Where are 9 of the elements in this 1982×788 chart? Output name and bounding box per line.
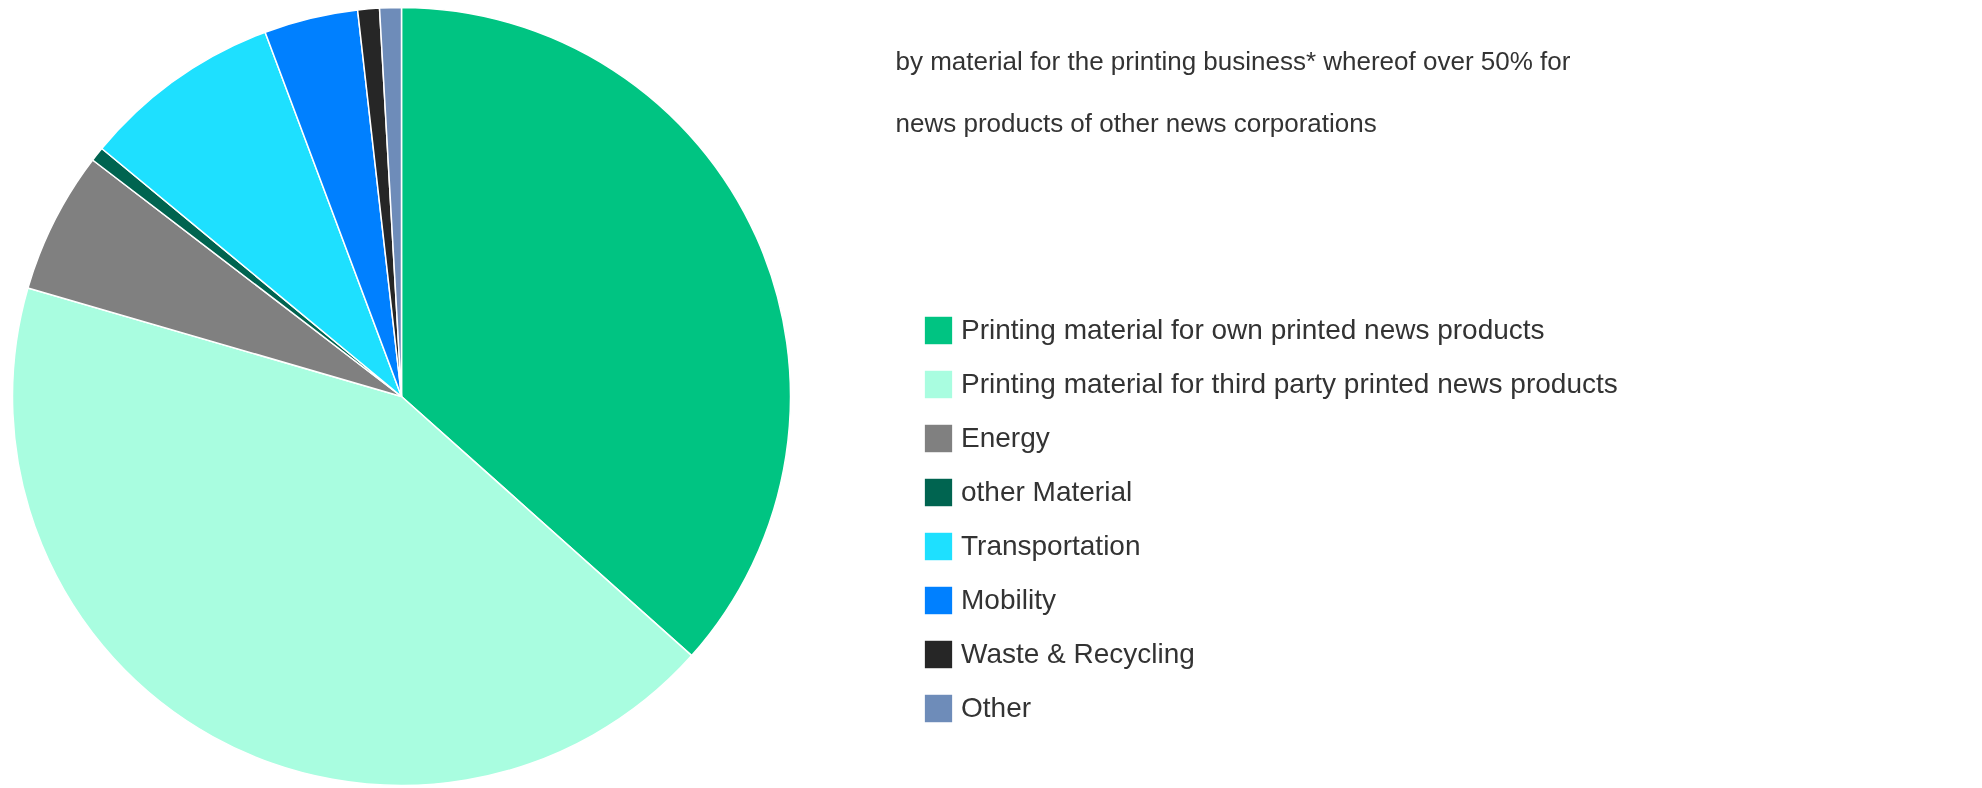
legend-label: Waste & Recycling bbox=[961, 637, 1195, 671]
legend-label: Transportation bbox=[961, 529, 1141, 563]
legend-label: Mobility bbox=[961, 583, 1056, 617]
legend-label: other Material bbox=[961, 475, 1133, 509]
legend-label: Other bbox=[961, 691, 1032, 725]
legend-label: Printing material for third party printed news products bbox=[961, 367, 1618, 401]
legend-label: Energy bbox=[961, 421, 1050, 455]
legend-label: Printing material for own printed news products bbox=[961, 313, 1545, 347]
text: by material for the printing business* whereof over 50% for news products of other news corporations bbox=[895, 45, 1571, 138]
